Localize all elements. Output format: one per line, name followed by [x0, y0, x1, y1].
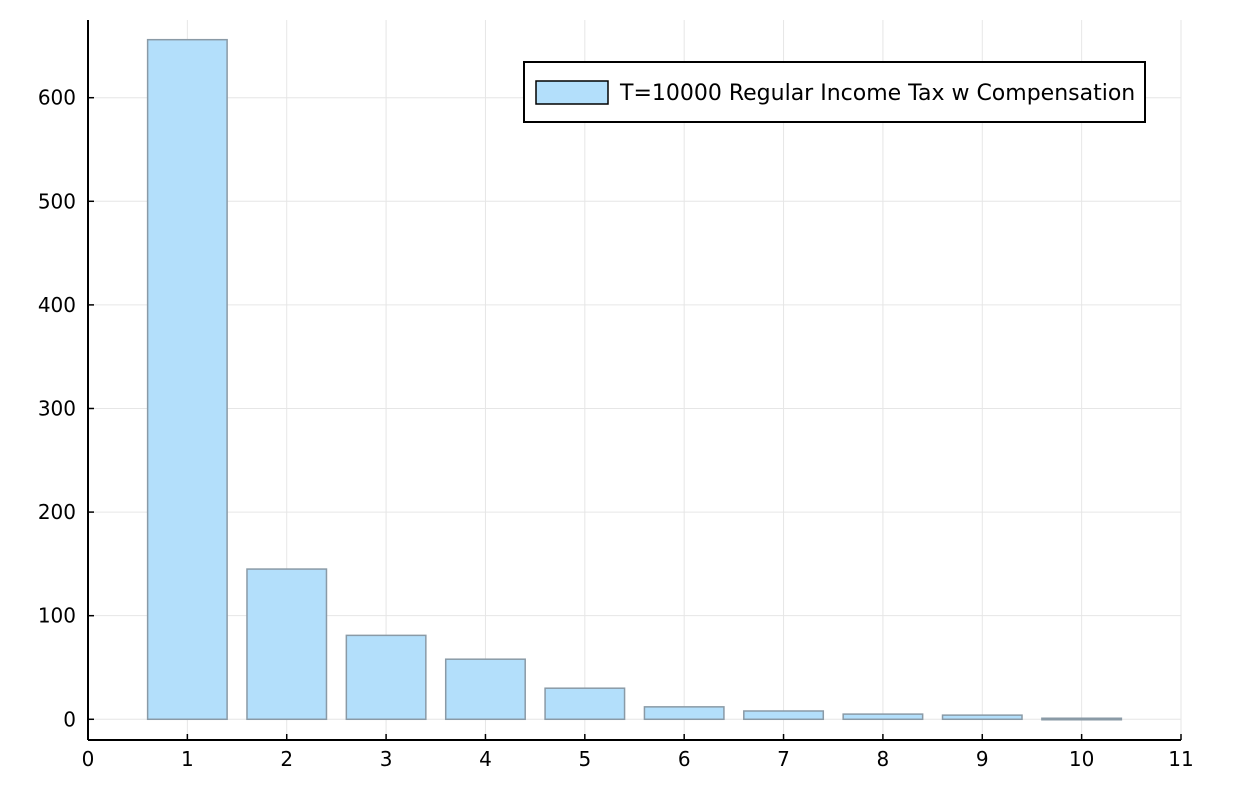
- legend-swatch: [535, 80, 609, 105]
- x-tick-label: 10: [1069, 747, 1094, 771]
- x-tick-label: 7: [777, 747, 790, 771]
- bar-1: [146, 38, 228, 721]
- x-tick-label: 0: [82, 747, 95, 771]
- bar-10: [1041, 717, 1123, 721]
- legend: T=10000 Regular Income Tax w Compensatio…: [523, 61, 1146, 123]
- y-tick-label: 300: [38, 396, 76, 420]
- x-axis-ticks: 0 1 2 3 4 5 6 7 8 9 10 11: [82, 734, 1194, 771]
- y-axis-ticks: 0 100 200 300 400 500 600: [38, 86, 94, 731]
- y-tick-label: 0: [63, 707, 76, 731]
- y-tick-label: 100: [38, 604, 76, 628]
- bar-6: [643, 706, 725, 721]
- x-tick-label: 5: [578, 747, 591, 771]
- legend-box: [523, 61, 1146, 123]
- x-tick-label: 9: [976, 747, 989, 771]
- x-tick-label: 8: [877, 747, 890, 771]
- bar-3: [345, 634, 427, 721]
- bars: [146, 38, 1123, 721]
- bar-4: [444, 658, 526, 721]
- x-tick-label: 1: [181, 747, 194, 771]
- bar-5: [544, 687, 626, 721]
- bar-9: [941, 714, 1023, 721]
- x-tick-label: 11: [1168, 747, 1193, 771]
- x-tick-label: 4: [479, 747, 492, 771]
- bar-7: [743, 710, 825, 721]
- x-tick-label: 2: [280, 747, 293, 771]
- y-tick-label: 200: [38, 500, 76, 524]
- y-tick-label: 400: [38, 293, 76, 317]
- x-tick-label: 6: [678, 747, 691, 771]
- bar-2: [246, 568, 328, 721]
- legend-label: T=10000 Regular Income Tax w Compensatio…: [619, 81, 1135, 106]
- x-tick-label: 3: [380, 747, 393, 771]
- bar-8: [842, 713, 924, 721]
- axes: [87, 20, 1181, 741]
- y-tick-label: 600: [38, 86, 76, 110]
- y-tick-label: 500: [38, 189, 76, 213]
